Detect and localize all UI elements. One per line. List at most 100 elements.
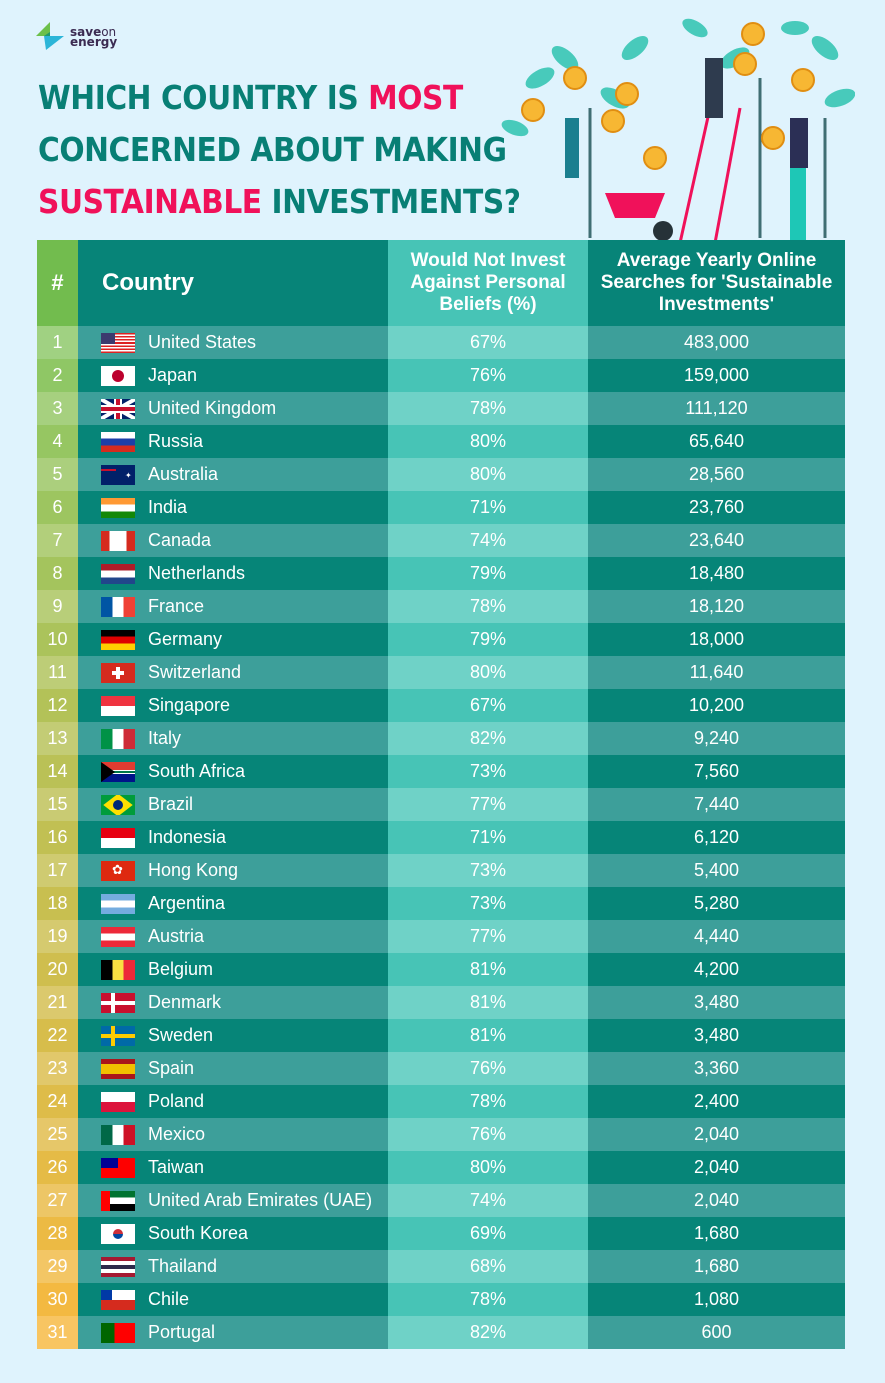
rank-cell: 9 — [37, 590, 78, 623]
searches-cell: 4,200 — [588, 953, 845, 986]
searches-cell: 2,040 — [588, 1184, 845, 1217]
searches-cell: 3,360 — [588, 1052, 845, 1085]
searches-cell: 7,440 — [588, 788, 845, 821]
flag-tw-icon — [101, 1157, 135, 1178]
flag-de-icon — [101, 629, 135, 650]
table-row: 1 United States 67% 483,000 — [37, 326, 845, 359]
percent-cell: 80% — [388, 1151, 588, 1184]
country-cell: United Kingdom — [78, 392, 388, 425]
flag-pl-icon — [101, 1091, 135, 1112]
country-cell: Austria — [78, 920, 388, 953]
percent-cell: 80% — [388, 425, 588, 458]
table-row: 10 Germany 79% 18,000 — [37, 623, 845, 656]
table-row: 17 ✿ Hong Kong 73% 5,400 — [37, 854, 845, 887]
rank-cell: 24 — [37, 1085, 78, 1118]
rank-cell: 19 — [37, 920, 78, 953]
results-table: # Country Would Not Invest Against Perso… — [37, 240, 845, 1349]
header-searches: Average Yearly Online Searches for 'Sust… — [588, 240, 845, 326]
title-text: INVESTMENTS? — [261, 182, 521, 221]
flag-ae-icon — [101, 1190, 135, 1211]
flag-us-icon — [101, 332, 135, 353]
country-name: Argentina — [148, 893, 226, 913]
searches-cell: 600 — [588, 1316, 845, 1349]
logo-text: on — [101, 25, 117, 39]
searches-cell: 483,000 — [588, 326, 845, 359]
percent-cell: 74% — [388, 524, 588, 557]
title-text: CONCERNED ABOUT MAKING — [38, 130, 507, 169]
percent-cell: 74% — [388, 1184, 588, 1217]
rank-cell: 2 — [37, 359, 78, 392]
flag-au-icon: ✦ — [101, 464, 135, 485]
country-name: Russia — [148, 431, 204, 451]
country-cell: Argentina — [78, 887, 388, 920]
table-row: 12 Singapore 67% 10,200 — [37, 689, 845, 722]
header-percent: Would Not Invest Against Personal Belief… — [388, 240, 588, 326]
country-name: Japan — [148, 365, 198, 385]
flag-ch-icon — [101, 662, 135, 683]
flag-ca-icon — [101, 530, 135, 551]
rank-cell: 31 — [37, 1316, 78, 1349]
rank-cell: 16 — [37, 821, 78, 854]
percent-cell: 78% — [388, 1085, 588, 1118]
searches-cell: 2,040 — [588, 1118, 845, 1151]
country-cell: Japan — [78, 359, 388, 392]
table-row: 15 Brazil 77% 7,440 — [37, 788, 845, 821]
percent-cell: 78% — [388, 1283, 588, 1316]
percent-cell: 68% — [388, 1250, 588, 1283]
searches-cell: 159,000 — [588, 359, 845, 392]
percent-cell: 67% — [388, 689, 588, 722]
table-row: 22 Sweden 81% 3,480 — [37, 1019, 845, 1052]
rank-cell: 29 — [37, 1250, 78, 1283]
rank-cell: 26 — [37, 1151, 78, 1184]
percent-cell: 80% — [388, 656, 588, 689]
percent-cell: 69% — [388, 1217, 588, 1250]
percent-cell: 78% — [388, 392, 588, 425]
country-name: Mexico — [148, 1124, 206, 1144]
percent-cell: 79% — [388, 557, 588, 590]
percent-cell: 71% — [388, 821, 588, 854]
country-cell: Brazil — [78, 788, 388, 821]
country-name: Switzerland — [148, 662, 242, 682]
rank-cell: 17 — [37, 854, 78, 887]
rank-cell: 30 — [37, 1283, 78, 1316]
table-row: 25 Mexico 76% 2,040 — [37, 1118, 845, 1151]
table-row: 21 Denmark 81% 3,480 — [37, 986, 845, 1019]
percent-cell: 76% — [388, 1118, 588, 1151]
rank-cell: 10 — [37, 623, 78, 656]
flag-dk-icon — [101, 992, 135, 1013]
rank-cell: 4 — [37, 425, 78, 458]
percent-cell: 73% — [388, 887, 588, 920]
country-name: India — [148, 497, 188, 517]
page-title: WHICH COUNTRY IS MOST CONCERNED ABOUT MA… — [38, 72, 521, 228]
searches-cell: 23,640 — [588, 524, 845, 557]
percent-cell: 76% — [388, 1052, 588, 1085]
country-name: Spain — [148, 1058, 195, 1078]
rank-cell: 25 — [37, 1118, 78, 1151]
table-row: 14 South Africa 73% 7,560 — [37, 755, 845, 788]
percent-cell: 77% — [388, 788, 588, 821]
table-row: 6 India 71% 23,760 — [37, 491, 845, 524]
table-row: 31 Portugal 82% 600 — [37, 1316, 845, 1349]
flag-jp-icon — [101, 365, 135, 386]
searches-cell: 1,080 — [588, 1283, 845, 1316]
country-name: Australia — [148, 464, 219, 484]
country-name: United Arab Emirates (UAE) — [148, 1190, 373, 1210]
percent-cell: 76% — [388, 359, 588, 392]
flag-nl-icon — [101, 563, 135, 584]
country-cell: South Africa — [78, 755, 388, 788]
rank-cell: 5 — [37, 458, 78, 491]
country-cell: Sweden — [78, 1019, 388, 1052]
flag-za-icon — [101, 761, 135, 782]
rank-cell: 15 — [37, 788, 78, 821]
flag-kr-icon — [101, 1223, 135, 1244]
country-cell: Canada — [78, 524, 388, 557]
logo-text: energy — [70, 35, 118, 49]
country-cell: Denmark — [78, 986, 388, 1019]
country-cell: ✦ Australia — [78, 458, 388, 491]
flag-fr-icon — [101, 596, 135, 617]
searches-cell: 2,040 — [588, 1151, 845, 1184]
country-name: Germany — [148, 629, 223, 649]
title-text: WHICH COUNTRY IS — [38, 78, 369, 117]
table-header: # Country Would Not Invest Against Perso… — [37, 240, 845, 326]
table-row: 9 France 78% 18,120 — [37, 590, 845, 623]
